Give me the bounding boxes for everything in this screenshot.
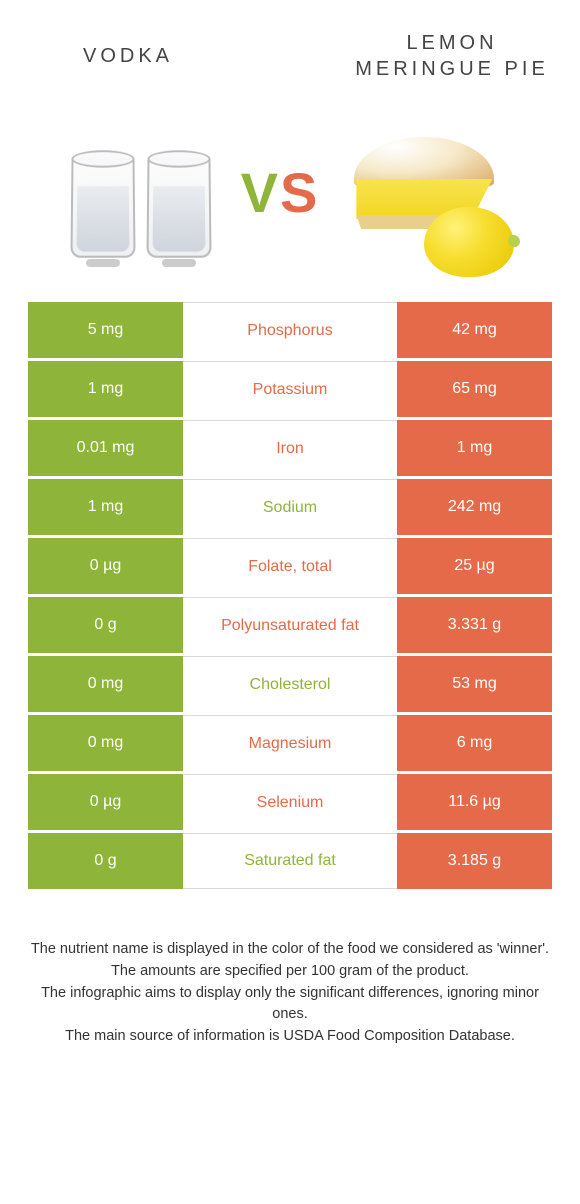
value-left: 0 mg <box>28 715 183 771</box>
value-left: 1 mg <box>28 479 183 535</box>
table-row: 0 gSaturated fat3.185 g <box>28 833 552 889</box>
shot-glass-icon <box>68 157 138 277</box>
table-row: 0 gPolyunsaturated fat3.331 g <box>28 597 552 653</box>
table-row: 0 mgMagnesium6 mg <box>28 715 552 771</box>
vs-badge: VS <box>241 160 320 225</box>
header: Vodka Lemon Meringue Pie <box>0 0 580 97</box>
value-left: 0 µg <box>28 538 183 594</box>
value-right: 1 mg <box>397 420 552 476</box>
title-right: Lemon Meringue Pie <box>344 30 560 82</box>
lemon-icon <box>424 207 514 277</box>
value-left: 0 µg <box>28 774 183 830</box>
footer-line: The infographic aims to display only the… <box>30 983 550 1027</box>
shot-glass-icon <box>144 157 214 277</box>
nutrient-label: Folate, total <box>183 538 397 594</box>
footer-line: The amounts are specified per 100 gram o… <box>30 961 550 983</box>
nutrient-label: Saturated fat <box>183 833 397 889</box>
nutrient-label: Cholesterol <box>183 656 397 712</box>
value-right: 6 mg <box>397 715 552 771</box>
table-row: 1 mgPotassium65 mg <box>28 361 552 417</box>
nutrient-label: Selenium <box>183 774 397 830</box>
vs-v-letter: V <box>241 161 280 224</box>
value-right: 53 mg <box>397 656 552 712</box>
value-left: 0 g <box>28 833 183 889</box>
table-row: 0 µgSelenium11.6 µg <box>28 774 552 830</box>
nutrient-label: Potassium <box>183 361 397 417</box>
nutrient-label: Iron <box>183 420 397 476</box>
vodka-illustration <box>51 107 231 277</box>
value-left: 5 mg <box>28 302 183 358</box>
value-right: 3.331 g <box>397 597 552 653</box>
nutrient-label: Sodium <box>183 479 397 535</box>
nutrient-label: Polyunsaturated fat <box>183 597 397 653</box>
table-row: 0.01 mgIron1 mg <box>28 420 552 476</box>
image-row: VS <box>0 97 580 302</box>
comparison-table: 5 mgPhosphorus42 mg1 mgPotassium65 mg0.0… <box>0 302 580 889</box>
table-row: 5 mgPhosphorus42 mg <box>28 302 552 358</box>
value-right: 242 mg <box>397 479 552 535</box>
footer-line: The nutrient name is displayed in the co… <box>30 939 550 961</box>
nutrient-label: Phosphorus <box>183 302 397 358</box>
value-right: 3.185 g <box>397 833 552 889</box>
table-row: 0 µgFolate, total25 µg <box>28 538 552 594</box>
table-row: 1 mgSodium242 mg <box>28 479 552 535</box>
footer-line: The main source of information is USDA F… <box>30 1026 550 1048</box>
title-left: Vodka <box>20 43 236 69</box>
value-left: 0 mg <box>28 656 183 712</box>
value-right: 65 mg <box>397 361 552 417</box>
value-left: 0 g <box>28 597 183 653</box>
vs-s-letter: S <box>280 161 319 224</box>
footer-notes: The nutrient name is displayed in the co… <box>0 889 580 1048</box>
value-left: 1 mg <box>28 361 183 417</box>
pie-illustration <box>329 107 529 277</box>
value-left: 0.01 mg <box>28 420 183 476</box>
value-right: 11.6 µg <box>397 774 552 830</box>
value-right: 25 µg <box>397 538 552 594</box>
value-right: 42 mg <box>397 302 552 358</box>
nutrient-label: Magnesium <box>183 715 397 771</box>
table-row: 0 mgCholesterol53 mg <box>28 656 552 712</box>
